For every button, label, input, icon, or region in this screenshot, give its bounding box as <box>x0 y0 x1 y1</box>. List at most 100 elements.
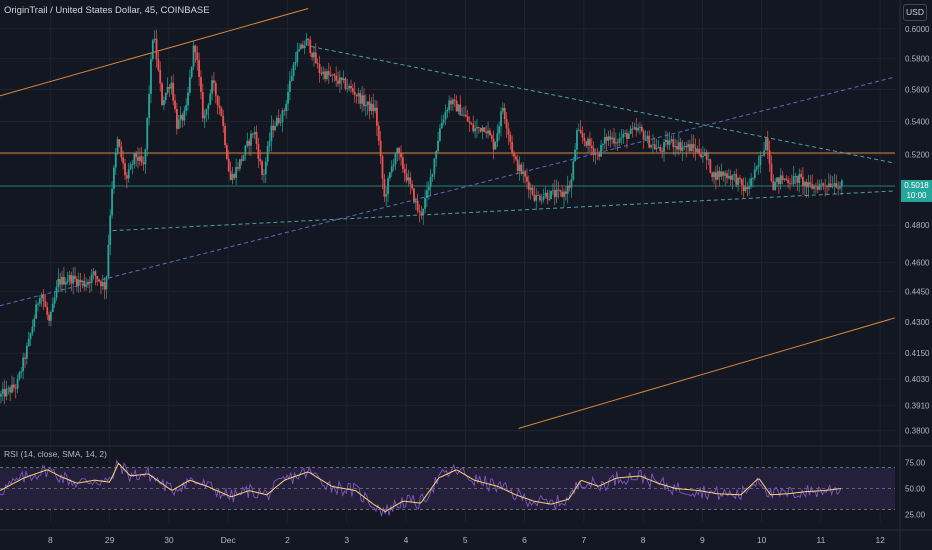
candle-body <box>551 190 554 192</box>
x-tick-label: 10 <box>757 535 767 545</box>
candle-body <box>359 93 362 104</box>
trendline-teal-dashed-lower[interactable] <box>112 190 896 232</box>
candle-body <box>348 85 351 89</box>
candle-body <box>564 191 567 194</box>
candle-body <box>802 176 804 186</box>
trendline-orange-channel-lower[interactable] <box>518 317 896 429</box>
candle-body <box>7 387 10 389</box>
candle-body <box>366 101 369 105</box>
candle-body <box>350 85 352 89</box>
candle-body <box>498 126 501 134</box>
candle-body <box>755 166 758 170</box>
candle-body <box>566 185 569 194</box>
y-tick-label: 0.5800 <box>905 55 930 64</box>
candle-body <box>383 178 386 197</box>
candle-body <box>559 190 562 192</box>
candle-body <box>237 167 239 169</box>
candle-body <box>648 135 651 148</box>
candle-body <box>270 125 273 142</box>
candle-body <box>776 177 778 183</box>
candle-body <box>702 155 704 158</box>
candle-body <box>752 177 754 179</box>
candle-body <box>374 107 376 112</box>
candle-body <box>596 152 599 154</box>
candle-body <box>611 137 614 140</box>
candle-body <box>305 38 308 46</box>
candle-body <box>644 139 647 140</box>
y-tick-label: 0.5400 <box>905 117 930 126</box>
candle-body <box>594 152 597 155</box>
candle-body <box>433 158 436 174</box>
candle-body <box>355 95 358 97</box>
candle-body <box>59 278 62 285</box>
candle-body <box>1 389 4 394</box>
candle-body <box>168 86 171 89</box>
candle-body <box>200 77 202 93</box>
candle-body <box>107 244 110 277</box>
candle-body <box>637 127 639 131</box>
y-tick-label: 0.3910 <box>905 402 930 411</box>
candle-body <box>172 82 175 101</box>
candle-body <box>231 174 234 180</box>
candle-body <box>320 73 323 74</box>
candle-body <box>581 133 584 138</box>
candle-body <box>492 138 495 150</box>
candle-body <box>642 131 645 140</box>
candle-body <box>31 326 34 334</box>
candle-body <box>653 144 656 150</box>
trendline-teal-dashed-upper[interactable] <box>311 46 896 164</box>
candle-body <box>816 186 819 190</box>
candle-body <box>605 137 608 141</box>
candle-body <box>100 281 102 287</box>
candle-body <box>585 141 588 146</box>
candle-body <box>720 171 723 177</box>
candle-body <box>579 129 582 134</box>
x-tick-label: 2 <box>285 535 290 545</box>
candle-body <box>459 104 462 116</box>
candle-body <box>346 88 349 90</box>
candle-body <box>657 146 660 148</box>
candle-body <box>116 139 119 154</box>
candle-body <box>613 137 615 144</box>
candle-body <box>351 88 354 92</box>
candle-body <box>740 178 743 185</box>
candle-body <box>439 128 441 141</box>
candle-body <box>398 147 401 154</box>
candle-body <box>376 107 378 126</box>
candle-body <box>829 183 832 188</box>
candle-body <box>229 171 232 180</box>
candle-body <box>403 168 406 174</box>
candle-body <box>98 279 100 282</box>
candle-body <box>211 80 213 94</box>
rsi-pane <box>0 458 895 518</box>
candle-body <box>122 157 125 164</box>
candle-body <box>513 152 515 157</box>
candle-body <box>364 104 367 106</box>
candle-body <box>64 282 67 285</box>
candle-body <box>770 163 773 182</box>
trendline-orange-channel-upper[interactable] <box>0 7 309 97</box>
rsi-indicator-label[interactable]: RSI (14, close, SMA, 14, 2) <box>4 449 107 459</box>
candle-body <box>696 148 699 152</box>
candle-body <box>574 149 577 162</box>
x-tick-label: 9 <box>700 535 705 545</box>
candle-body <box>494 141 497 150</box>
candle-body <box>338 77 341 84</box>
candle-body <box>835 183 838 188</box>
candle-body <box>327 71 330 76</box>
candle-body <box>418 210 421 213</box>
candle-body <box>22 357 25 372</box>
candle-body <box>539 195 541 201</box>
candle-body <box>50 312 52 321</box>
candle-body <box>61 276 63 285</box>
candle-body <box>288 80 291 93</box>
candle-body <box>507 128 510 135</box>
candle-body <box>531 187 534 195</box>
x-tick-label: 8 <box>641 535 646 545</box>
candle-body <box>427 186 430 191</box>
candle-body <box>568 185 571 188</box>
rsi-tick-label: 25.00 <box>905 511 926 520</box>
candle-body <box>602 143 604 145</box>
currency-button[interactable]: USD <box>903 4 927 21</box>
